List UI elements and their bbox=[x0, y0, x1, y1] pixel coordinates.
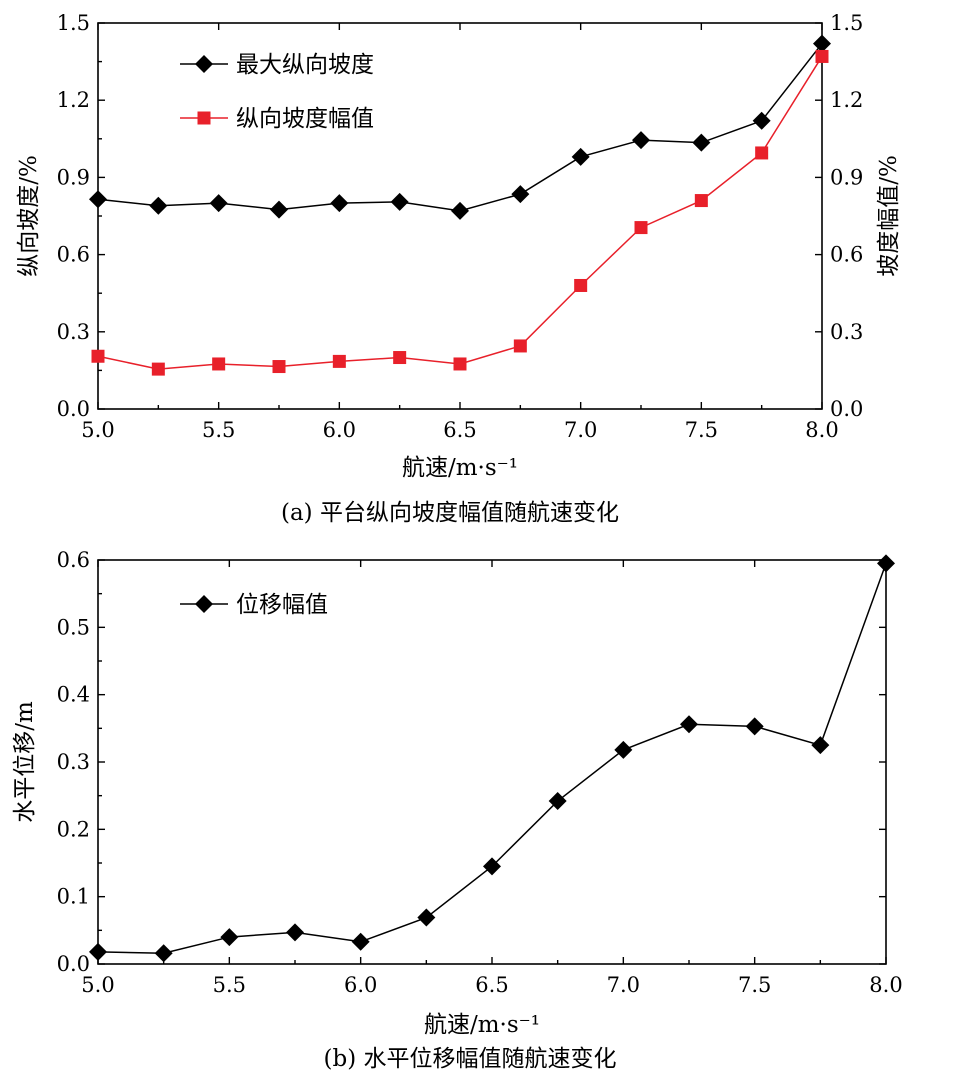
chart-b-x-tick-label: 7.5 bbox=[738, 973, 771, 997]
chart-a-data-point bbox=[390, 192, 409, 211]
chart-a-data-point bbox=[815, 49, 829, 63]
chart-b-data-point bbox=[417, 908, 436, 927]
chart-b-data-point bbox=[548, 792, 567, 811]
chart-b-series bbox=[89, 554, 895, 963]
chart-b-ticks: 5.0 5.5 6.0 6.5 7.0 7.5 8.0 0.0 0.1 0.2 0.3 0.4 0.5 0… bbox=[57, 548, 903, 997]
chart-a: 5.0 5.5 6.0 6.5 7.0 7.5 8.00.00.30.60.91.21.50… bbox=[16, 11, 902, 526]
chart-a-data-point bbox=[574, 278, 588, 292]
chart-b-data-point bbox=[745, 717, 764, 736]
chart-a-data-point bbox=[813, 34, 831, 53]
chart-b-legend-label: 位移幅值 bbox=[236, 592, 328, 618]
chart-b-caption: (b) 水平位移幅值随航速变化 bbox=[324, 1046, 617, 1072]
chart-a-legend-marker bbox=[197, 111, 211, 125]
chart-b-data-point bbox=[220, 928, 239, 947]
chart-a-data-point bbox=[752, 111, 771, 130]
chart-b-data-point bbox=[154, 944, 173, 963]
chart-b-x-tick-label: 8.0 bbox=[869, 973, 902, 997]
chart-a-y2-axis-label: 坡度幅值/% bbox=[876, 155, 902, 277]
chart-a-data-point bbox=[89, 190, 107, 209]
chart-a-data-point bbox=[270, 200, 288, 219]
chart-a-y2-tick-label: 0.6 bbox=[830, 243, 863, 267]
chart-a-y-tick-label: 0.0 bbox=[57, 397, 90, 421]
chart-a-x-axis-label: 航速/m·s⁻¹ bbox=[402, 455, 518, 481]
chart-b-y-tick-label: 0.4 bbox=[57, 683, 90, 707]
chart-a-data-point bbox=[632, 131, 650, 150]
chart-a-x-tick-label: 6.5 bbox=[443, 418, 476, 442]
chart-a-data-point bbox=[149, 196, 168, 215]
chart-a-data-point bbox=[755, 146, 769, 160]
chart-a-y-tick-label: 0.9 bbox=[57, 165, 90, 189]
chart-a-y2-tick-label: 1.5 bbox=[830, 11, 863, 35]
chart-a-data-point bbox=[272, 360, 286, 374]
chart-a-y-axis-label: 纵向坡度/% bbox=[16, 155, 42, 277]
chart-a-data-point bbox=[393, 351, 407, 365]
chart-a-data-point bbox=[209, 194, 228, 213]
chart-a-legend-label: 最大纵向坡度 bbox=[236, 52, 374, 78]
chart-b-data-point bbox=[877, 554, 895, 573]
chart-b-y-tick-label: 0.6 bbox=[57, 548, 90, 572]
chart-b-data-point bbox=[811, 736, 830, 755]
chart-a-data-point bbox=[571, 147, 590, 166]
chart-b-x-tick-label: 5.5 bbox=[213, 973, 246, 997]
chart-b-data-point bbox=[483, 857, 501, 876]
chart-a-ticks: 5.0 5.5 6.0 6.5 7.0 7.5 8.00.00.30.60.91.21.50… bbox=[57, 11, 864, 442]
chart-a-data-point bbox=[151, 362, 165, 376]
chart-a-data-point bbox=[692, 133, 711, 152]
chart-a-y2-tick-label: 1.2 bbox=[830, 88, 863, 112]
chart-a-data-point bbox=[212, 357, 226, 371]
chart-a-data-point bbox=[451, 201, 469, 220]
chart-a-data-point bbox=[513, 339, 527, 353]
chart-b: 5.0 5.5 6.0 6.5 7.0 7.5 8.0 0.0 0.1 0.2 0.3 0.4 0.5 0… bbox=[12, 548, 903, 1072]
chart-a-series bbox=[89, 34, 831, 376]
chart-b-y-tick-label: 0.2 bbox=[57, 817, 90, 841]
chart-b-legend: 位移幅值 bbox=[180, 592, 328, 618]
chart-b-x-axis-label: 航速/m·s⁻¹ bbox=[424, 1012, 540, 1038]
chart-a-data-point bbox=[332, 354, 346, 368]
chart-b-data-point bbox=[614, 740, 633, 759]
chart-b-y-tick-label: 0.1 bbox=[57, 885, 90, 909]
chart-b-y-tick-label: 0.3 bbox=[57, 750, 90, 774]
chart-a-x-tick-label: 6.0 bbox=[323, 418, 356, 442]
chart-a-data-point bbox=[634, 221, 648, 235]
chart-a-data-point bbox=[453, 357, 467, 371]
chart-a-legend-marker bbox=[195, 55, 213, 73]
chart-a-y-tick-label: 0.6 bbox=[57, 243, 90, 267]
chart-b-data-point bbox=[286, 923, 304, 942]
chart-b-y-tick-label: 0.5 bbox=[57, 615, 90, 639]
chart-a-x-tick-label: 7.0 bbox=[564, 418, 597, 442]
chart-a-x-tick-label: 5.5 bbox=[202, 418, 235, 442]
chart-a-data-point bbox=[511, 185, 530, 204]
chart-b-x-tick-label: 5.0 bbox=[81, 973, 114, 997]
chart-a-y2-tick-label: 0.0 bbox=[830, 397, 863, 421]
chart-b-y-tick-label: 0.0 bbox=[57, 952, 90, 976]
chart-b-x-tick-label: 6.0 bbox=[344, 973, 377, 997]
chart-a-legend-label: 纵向坡度幅值 bbox=[236, 106, 374, 132]
chart-b-x-tick-label: 6.5 bbox=[475, 973, 508, 997]
chart-a-data-point bbox=[330, 194, 349, 213]
chart-b-data-point bbox=[351, 932, 370, 951]
chart-a-y-tick-label: 1.5 bbox=[57, 11, 90, 35]
chart-a-y2-tick-label: 0.9 bbox=[830, 165, 863, 189]
chart-b-legend-marker bbox=[195, 595, 213, 613]
chart-b-data-point bbox=[680, 715, 698, 734]
chart-a-x-tick-label: 8.0 bbox=[805, 418, 838, 442]
chart-b-data-point bbox=[89, 942, 107, 961]
chart-a-y2-tick-label: 0.3 bbox=[830, 320, 863, 344]
chart-a-x-tick-label: 5.0 bbox=[81, 418, 114, 442]
chart-a-caption: (a) 平台纵向坡度幅值随航速变化 bbox=[281, 500, 619, 526]
chart-a-data-point bbox=[91, 349, 105, 363]
chart-b-plot-frame bbox=[97, 559, 887, 965]
chart-a-x-tick-label: 7.5 bbox=[685, 418, 718, 442]
chart-a-y-tick-label: 0.3 bbox=[57, 320, 90, 344]
chart-a-y-tick-label: 1.2 bbox=[57, 88, 90, 112]
chart-a-data-point bbox=[694, 194, 708, 208]
chart-b-y-axis-label: 水平位移/m bbox=[12, 701, 38, 823]
chart-b-series-line-1 bbox=[97, 563, 887, 954]
chart-b-x-tick-label: 7.0 bbox=[607, 973, 640, 997]
